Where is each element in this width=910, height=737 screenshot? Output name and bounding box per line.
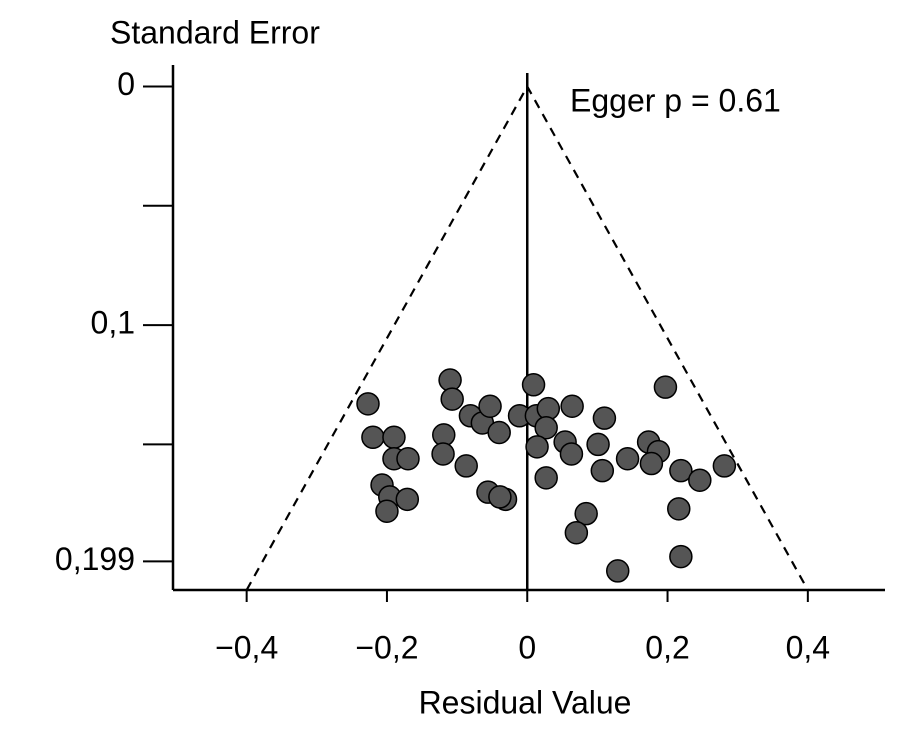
point — [478, 394, 502, 418]
x-tick-label: −0,2 — [355, 629, 418, 665]
point — [667, 497, 691, 521]
point — [361, 425, 385, 450]
point — [590, 458, 615, 483]
point — [440, 387, 464, 411]
point — [564, 520, 589, 545]
point — [712, 454, 737, 478]
point — [605, 559, 630, 583]
point — [615, 447, 640, 471]
point — [431, 442, 455, 466]
y-tick-label: 0 — [117, 66, 135, 102]
y-tick-label: 0,199 — [55, 541, 135, 577]
funnel-line — [245, 84, 809, 591]
x-tick-label: −0,4 — [215, 629, 278, 665]
x-tick-label: 0,4 — [786, 629, 830, 665]
x-axis-title: Residual Value — [419, 684, 632, 720]
point — [396, 447, 420, 471]
point — [534, 415, 558, 440]
annotation: Egger p = 0.61 — [570, 82, 781, 118]
point — [560, 394, 584, 418]
point — [488, 485, 512, 509]
y-axis-title: Standard Error — [110, 14, 320, 50]
x-tick-label: 0 — [518, 629, 536, 665]
point — [688, 468, 712, 492]
point — [525, 435, 549, 459]
point — [653, 375, 678, 399]
point — [382, 425, 406, 450]
y-tick-label: 0,1 — [91, 305, 135, 341]
point — [669, 544, 693, 569]
point — [574, 501, 598, 526]
point — [395, 487, 420, 512]
point — [521, 373, 546, 397]
point — [559, 442, 584, 466]
point — [356, 392, 380, 416]
point — [592, 406, 617, 430]
x-tick-label: 0,2 — [645, 629, 689, 665]
point — [534, 466, 558, 490]
point — [454, 454, 478, 478]
point — [669, 458, 693, 483]
point — [375, 499, 399, 523]
point — [639, 451, 664, 476]
point — [487, 420, 511, 445]
point — [586, 432, 610, 457]
